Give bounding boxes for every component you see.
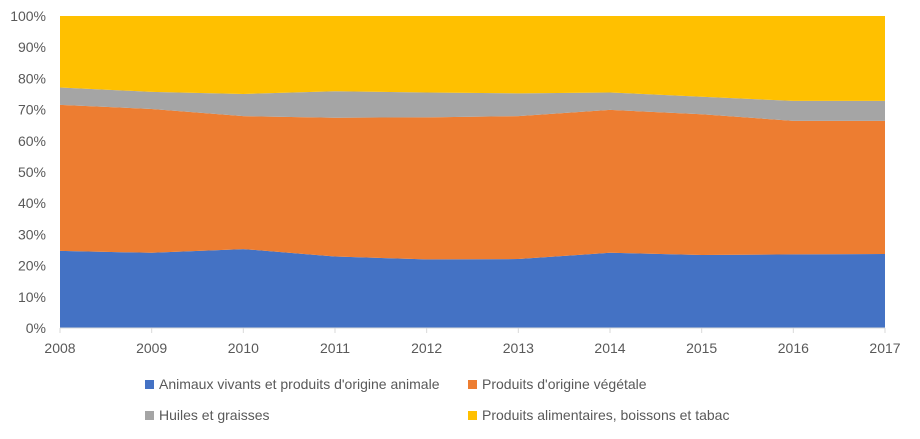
- legend-label: Animaux vivants et produits d'origine an…: [159, 376, 440, 392]
- x-tick-label: 2016: [778, 340, 809, 356]
- x-tick-label: 2012: [411, 340, 442, 356]
- legend-label: Produits alimentaires, boissons et tabac: [482, 407, 730, 423]
- y-tick-label: 30%: [18, 226, 46, 242]
- area-series-0: [60, 249, 885, 328]
- x-tick-label: 2008: [44, 340, 75, 356]
- legend-item-alimentaires: Produits alimentaires, boissons et tabac: [468, 407, 729, 423]
- plot-area: 0% 10% 20% 30% 40% 50% 60% 70% 80% 90% 100% 2008 200…: [10, 8, 901, 356]
- area-series-3: [60, 16, 885, 101]
- legend-swatch: [468, 410, 477, 420]
- legend-item-animaux: Animaux vivants et produits d'origine an…: [145, 376, 440, 392]
- y-tick-label: 60%: [18, 133, 46, 149]
- legend-swatch: [145, 379, 154, 389]
- legend-swatch: [145, 410, 154, 420]
- legend-item-huiles: Huiles et graisses: [145, 407, 270, 423]
- x-tick-label: 2013: [503, 340, 534, 356]
- y-tick-label: 0%: [26, 320, 46, 336]
- x-tick-label: 2015: [686, 340, 717, 356]
- y-tick-label: 20%: [18, 258, 46, 274]
- x-tick-label: 2010: [228, 340, 259, 356]
- y-tick-label: 90%: [18, 39, 46, 55]
- legend-label: Produits d'origine végétale: [482, 376, 647, 392]
- x-tick-label: 2009: [136, 340, 167, 356]
- y-tick-label: 40%: [18, 195, 46, 211]
- y-tick-label: 10%: [18, 289, 46, 305]
- y-tick-label: 80%: [18, 70, 46, 86]
- y-tick-label: 100%: [10, 8, 46, 24]
- legend-item-vegetale: Produits d'origine végétale: [468, 376, 647, 392]
- legend-swatch: [468, 379, 477, 389]
- legend-label: Huiles et graisses: [159, 407, 270, 423]
- y-tick-label: 50%: [18, 164, 46, 180]
- y-tick-label: 70%: [18, 102, 46, 118]
- x-tick-label: 2011: [320, 340, 350, 356]
- area-series-1: [60, 104, 885, 260]
- x-tick-label: 2017: [869, 340, 900, 356]
- x-tick-label: 2014: [594, 340, 625, 356]
- area-series-2: [60, 87, 885, 121]
